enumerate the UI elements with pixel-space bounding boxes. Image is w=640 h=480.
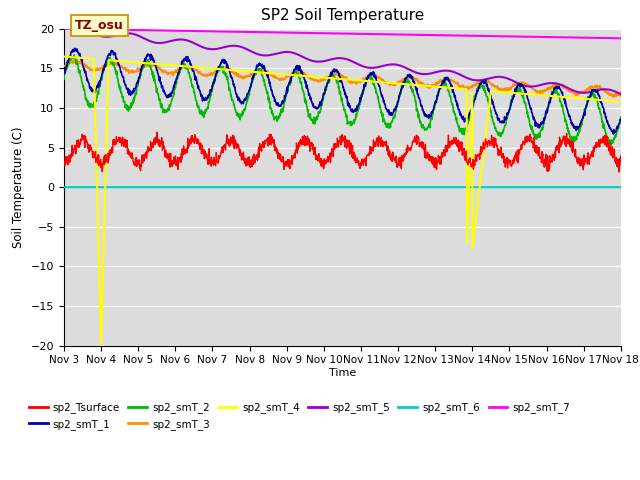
sp2_smT_7: [103, 27, 111, 33]
sp2_smT_6: [126, 184, 134, 190]
sp2_smT_2: [104, 59, 111, 64]
Y-axis label: Soil Temperature (C): Soil Temperature (C): [12, 126, 25, 248]
sp2_smT_4: [617, 99, 625, 105]
sp2_smT_3: [104, 61, 111, 67]
sp2_smT_5: [308, 58, 316, 64]
sp2_Tsurface: [297, 137, 305, 143]
sp2_smT_5: [104, 34, 111, 40]
Text: TZ_osu: TZ_osu: [75, 19, 124, 32]
sp2_smT_1: [617, 117, 625, 122]
sp2_smT_1: [318, 96, 326, 102]
sp2_smT_1: [71, 45, 79, 51]
sp2_smT_3: [297, 69, 305, 75]
sp2_smT_4: [308, 74, 316, 80]
X-axis label: Time: Time: [329, 368, 356, 378]
sp2_smT_5: [318, 59, 326, 64]
sp2_smT_2: [617, 114, 625, 120]
sp2_smT_5: [617, 91, 625, 97]
sp2_smT_4: [297, 73, 305, 79]
sp2_smT_7: [296, 30, 304, 36]
sp2_smT_4: [104, 99, 111, 105]
sp2_smT_1: [60, 71, 68, 76]
sp2_smT_3: [126, 69, 134, 75]
sp2_smT_3: [617, 89, 625, 95]
sp2_smT_1: [104, 54, 111, 60]
sp2_Tsurface: [378, 135, 385, 141]
sp2_smT_6: [103, 184, 111, 190]
sp2_smT_3: [308, 77, 316, 83]
sp2_smT_7: [60, 26, 68, 32]
Legend: sp2_Tsurface, sp2_smT_1, sp2_smT_2, sp2_smT_3, sp2_smT_4, sp2_smT_5, sp2_smT_6, : sp2_Tsurface, sp2_smT_1, sp2_smT_2, sp2_…: [25, 398, 575, 434]
sp2_smT_2: [297, 81, 305, 86]
sp2_smT_2: [607, 142, 615, 148]
sp2_smT_7: [308, 30, 316, 36]
sp2_smT_5: [70, 24, 78, 30]
sp2_smT_5: [378, 63, 385, 69]
sp2_smT_3: [609, 94, 616, 100]
Line: sp2_smT_2: sp2_smT_2: [64, 55, 621, 145]
sp2_smT_7: [318, 30, 326, 36]
sp2_smT_1: [378, 91, 385, 97]
Title: SP2 Soil Temperature: SP2 Soil Temperature: [260, 9, 424, 24]
sp2_Tsurface: [615, 169, 623, 175]
sp2_smT_7: [126, 27, 134, 33]
sp2_smT_5: [126, 31, 134, 36]
sp2_smT_6: [60, 184, 68, 190]
sp2_smT_5: [297, 53, 305, 59]
Line: sp2_Tsurface: sp2_Tsurface: [64, 132, 621, 172]
Line: sp2_smT_4: sp2_smT_4: [64, 57, 621, 345]
sp2_Tsurface: [318, 164, 326, 169]
sp2_smT_4: [60, 54, 68, 60]
sp2_smT_4: [378, 79, 385, 85]
sp2_smT_2: [60, 76, 68, 82]
sp2_Tsurface: [153, 130, 161, 135]
sp2_smT_6: [308, 184, 316, 190]
sp2_Tsurface: [103, 157, 111, 163]
sp2_Tsurface: [60, 161, 68, 167]
sp2_smT_7: [377, 31, 385, 37]
sp2_smT_4: [97, 342, 105, 348]
Line: sp2_smT_1: sp2_smT_1: [64, 48, 621, 134]
sp2_smT_3: [378, 77, 385, 83]
sp2_smT_1: [609, 131, 617, 137]
sp2_smT_2: [318, 102, 326, 108]
sp2_smT_2: [126, 106, 134, 111]
sp2_smT_2: [70, 52, 78, 58]
Line: sp2_smT_5: sp2_smT_5: [64, 27, 621, 94]
sp2_Tsurface: [126, 152, 134, 157]
Line: sp2_smT_3: sp2_smT_3: [64, 60, 621, 97]
sp2_smT_4: [318, 74, 326, 80]
sp2_smT_1: [308, 100, 316, 106]
sp2_smT_1: [297, 68, 305, 74]
Line: sp2_smT_7: sp2_smT_7: [64, 29, 621, 38]
sp2_Tsurface: [617, 153, 625, 159]
sp2_smT_6: [617, 184, 625, 190]
sp2_smT_2: [308, 116, 316, 122]
sp2_smT_3: [60, 62, 68, 68]
sp2_smT_7: [617, 36, 625, 41]
sp2_smT_6: [318, 184, 326, 190]
sp2_smT_1: [126, 88, 134, 94]
sp2_smT_5: [60, 26, 68, 32]
sp2_smT_6: [377, 184, 385, 190]
sp2_Tsurface: [308, 142, 316, 147]
sp2_smT_6: [296, 184, 304, 190]
sp2_smT_3: [73, 57, 81, 62]
sp2_smT_2: [378, 110, 385, 116]
sp2_smT_3: [318, 76, 326, 82]
sp2_smT_4: [126, 59, 134, 65]
